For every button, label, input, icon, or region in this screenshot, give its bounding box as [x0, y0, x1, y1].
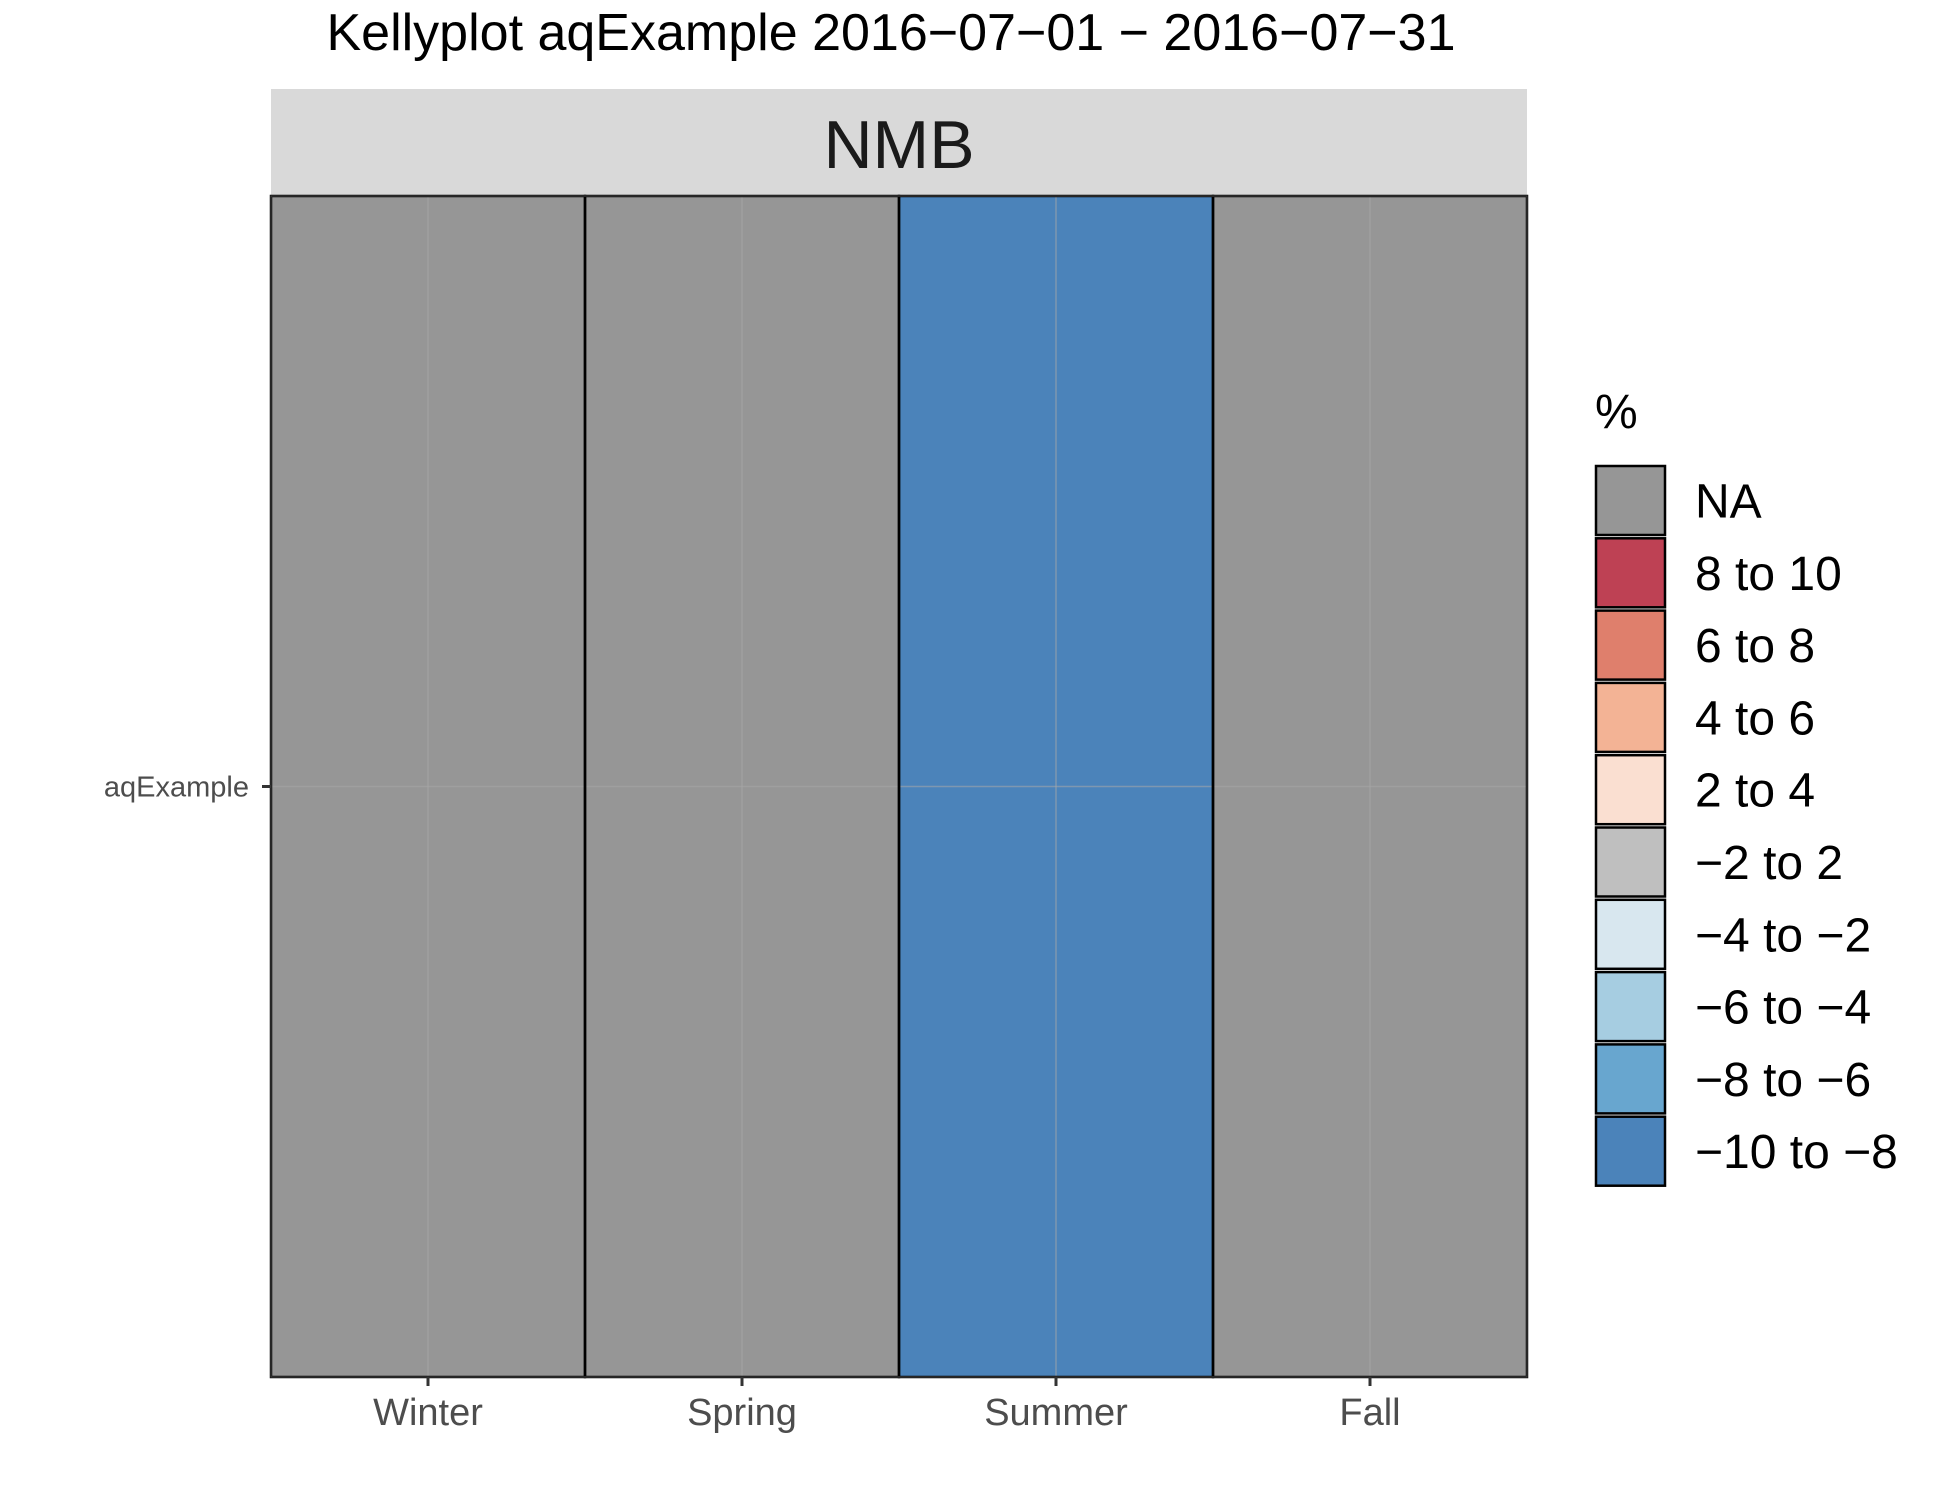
legend-swatch [1594, 1115, 1667, 1187]
facet-strip-label: NMB [823, 107, 974, 183]
legend-label: NA [1695, 476, 1762, 529]
legend-label: −10 to −8 [1695, 1126, 1898, 1179]
legend-items: NA 8 to 10 6 to 8 4 to 6 2 to 4 −2 to 2 −4 to … [1594, 464, 1898, 1187]
legend-swatch [1594, 464, 1667, 537]
x-tick-label-winter: Winter [373, 1392, 483, 1434]
legend-swatch [1594, 609, 1667, 681]
legend-label: 8 to 10 [1695, 548, 1842, 601]
legend: % NA 8 to 10 6 to 8 4 to 6 2 to 4 −2 to 2 −4 t… [1594, 386, 1898, 1187]
legend-swatch [1594, 898, 1667, 971]
x-tick-label-spring: Spring [687, 1392, 797, 1434]
y-tick-label: aqExample [104, 772, 249, 804]
legend-swatch [1594, 753, 1667, 826]
plot-panel [269, 194, 1529, 1379]
legend-label: 4 to 6 [1695, 692, 1815, 745]
facet-strip: NMB [271, 89, 1527, 196]
x-axis: Winter Spring Summer Fall [373, 1377, 1401, 1434]
legend-label: −8 to −6 [1695, 1054, 1871, 1107]
legend-swatch [1594, 826, 1667, 898]
legend-label: −2 to 2 [1695, 837, 1843, 890]
legend-label: −4 to −2 [1695, 909, 1871, 962]
legend-label: 6 to 8 [1695, 620, 1815, 673]
legend-swatch [1594, 537, 1667, 609]
x-tick-label-summer: Summer [984, 1392, 1128, 1434]
legend-swatch [1594, 681, 1667, 754]
legend-label: 2 to 4 [1695, 765, 1815, 818]
legend-swatch [1594, 1043, 1667, 1115]
x-tick-label-fall: Fall [1339, 1392, 1400, 1434]
legend-label: −6 to −4 [1695, 982, 1871, 1035]
legend-title: % [1595, 386, 1638, 439]
chart-title: Kellyplot aqExample 2016−07−01 − 2016−07… [326, 4, 1455, 62]
legend-swatch [1594, 970, 1667, 1043]
facet-strip-background [271, 89, 1527, 196]
y-axis: aqExample [104, 772, 271, 804]
